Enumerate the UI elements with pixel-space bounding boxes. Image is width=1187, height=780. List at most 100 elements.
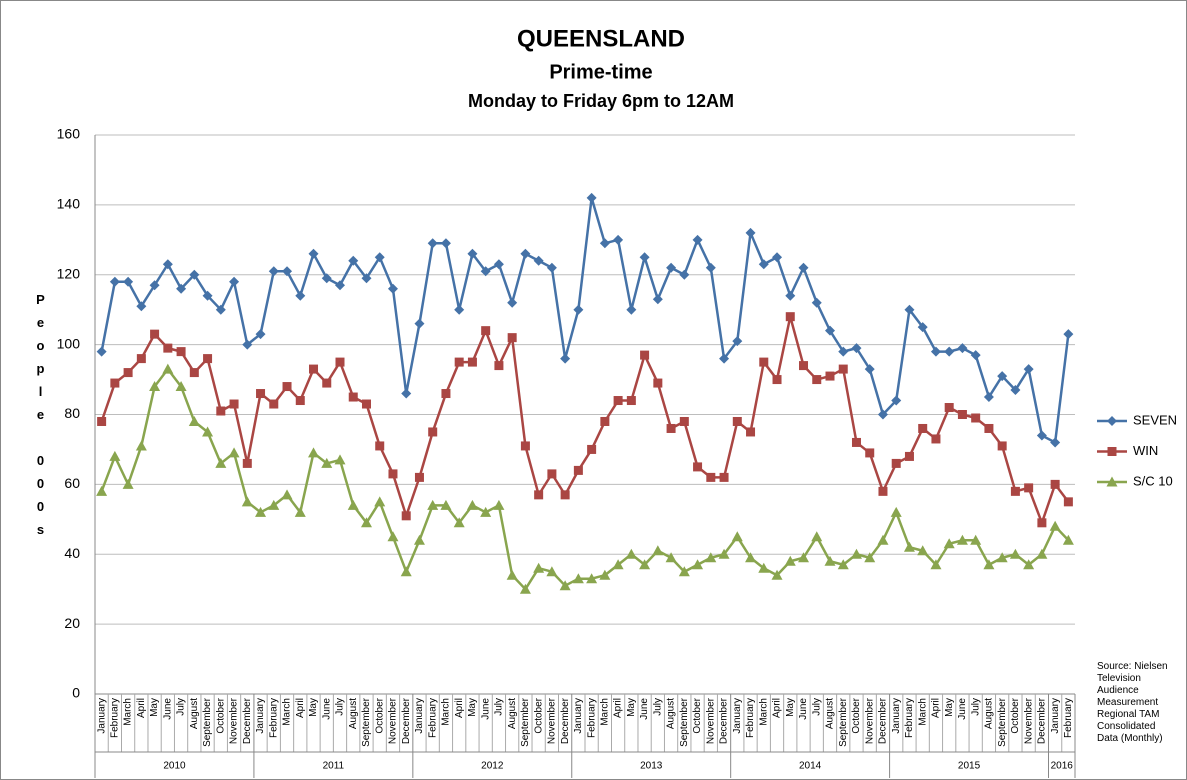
- data-point: [971, 413, 981, 423]
- data-point: [917, 322, 928, 333]
- data-point: [559, 580, 571, 591]
- x-tick-label: September: [838, 697, 849, 747]
- legend-label: SEVEN: [1133, 412, 1177, 427]
- data-point: [480, 506, 492, 517]
- data-point: [732, 416, 742, 426]
- chart-subtitle: Prime-time: [549, 61, 652, 83]
- x-tick-label: October: [1010, 697, 1021, 733]
- data-point: [613, 234, 624, 245]
- data-point: [625, 548, 637, 559]
- data-point: [903, 541, 915, 552]
- data-point: [679, 269, 690, 280]
- x-tick-label: July: [335, 698, 346, 716]
- data-point: [731, 531, 743, 542]
- data-point: [215, 304, 226, 315]
- data-point: [572, 573, 584, 584]
- data-point: [758, 562, 770, 573]
- data-point: [1036, 430, 1047, 441]
- data-point: [467, 357, 477, 367]
- data-point: [1010, 385, 1021, 396]
- data-point: [811, 297, 822, 308]
- data-point: [335, 357, 345, 367]
- data-point: [599, 238, 610, 249]
- legend-marker: [1107, 447, 1117, 456]
- data-point: [732, 336, 743, 347]
- data-point: [838, 364, 848, 374]
- data-point: [480, 266, 491, 277]
- x-tick-label: October: [215, 697, 226, 733]
- x-tick-label: December: [242, 697, 253, 744]
- x-tick-label: December: [1037, 697, 1048, 744]
- legend-label: S/C 10: [1133, 473, 1173, 488]
- x-tick-label: March: [600, 698, 611, 726]
- data-point: [824, 555, 836, 566]
- data-point: [758, 259, 769, 270]
- data-point: [375, 441, 385, 451]
- data-point: [440, 499, 452, 510]
- data-point: [308, 248, 319, 259]
- data-point: [970, 534, 982, 545]
- data-point: [612, 559, 624, 570]
- data-point: [705, 552, 717, 563]
- y-tick-label: 80: [64, 405, 80, 421]
- x-tick-label: July: [652, 698, 663, 716]
- data-point: [904, 451, 914, 461]
- data-point: [215, 457, 227, 468]
- data-point: [1023, 559, 1035, 570]
- data-point: [534, 490, 544, 500]
- data-point: [216, 406, 226, 416]
- data-point: [400, 566, 412, 577]
- data-point: [494, 361, 504, 371]
- data-point: [983, 392, 994, 403]
- data-point: [1024, 483, 1034, 493]
- data-point: [639, 559, 651, 570]
- data-point: [242, 339, 253, 350]
- data-point: [626, 304, 637, 315]
- data-point: [109, 450, 121, 461]
- data-point: [1063, 497, 1073, 507]
- x-tick-label: October: [851, 697, 862, 733]
- data-point: [202, 290, 213, 301]
- data-point: [507, 333, 517, 343]
- data-point: [334, 454, 346, 465]
- year-label: 2013: [640, 761, 663, 772]
- data-point: [360, 517, 372, 528]
- data-point: [943, 538, 955, 549]
- data-point: [229, 399, 239, 409]
- chart-title: QUEENSLAND: [517, 25, 685, 52]
- data-point: [493, 499, 505, 510]
- data-point: [176, 347, 186, 357]
- x-tick-label: November: [547, 697, 558, 744]
- x-tick-label: August: [825, 698, 836, 729]
- x-tick-label: February: [586, 698, 597, 738]
- data-point: [202, 426, 214, 437]
- data-point: [719, 353, 730, 364]
- data-point: [1036, 548, 1048, 559]
- x-tick-label: December: [560, 697, 571, 744]
- x-tick-label: June: [321, 698, 332, 720]
- data-point: [282, 266, 293, 277]
- x-tick-label: September: [202, 697, 213, 747]
- data-point: [188, 415, 200, 426]
- data-point: [772, 252, 783, 263]
- data-point: [970, 350, 981, 361]
- x-tick-label: June: [639, 698, 650, 720]
- data-point: [321, 273, 332, 284]
- x-tick-label: January: [1050, 698, 1061, 734]
- x-tick-label: November: [864, 697, 875, 744]
- x-tick-label: February: [268, 698, 279, 738]
- data-point: [507, 297, 518, 308]
- data-point: [428, 427, 438, 437]
- data-point: [904, 304, 915, 315]
- x-tick-label: June: [957, 698, 968, 720]
- x-tick-label: August: [348, 698, 359, 729]
- data-point: [401, 388, 412, 399]
- data-point: [825, 371, 835, 381]
- data-point: [441, 389, 451, 399]
- y-tick-label: 140: [57, 196, 81, 212]
- data-point: [746, 427, 756, 437]
- data-point: [825, 325, 835, 336]
- x-tick-label: September: [520, 697, 531, 747]
- data-point: [693, 462, 703, 472]
- x-tick-label: November: [705, 697, 716, 744]
